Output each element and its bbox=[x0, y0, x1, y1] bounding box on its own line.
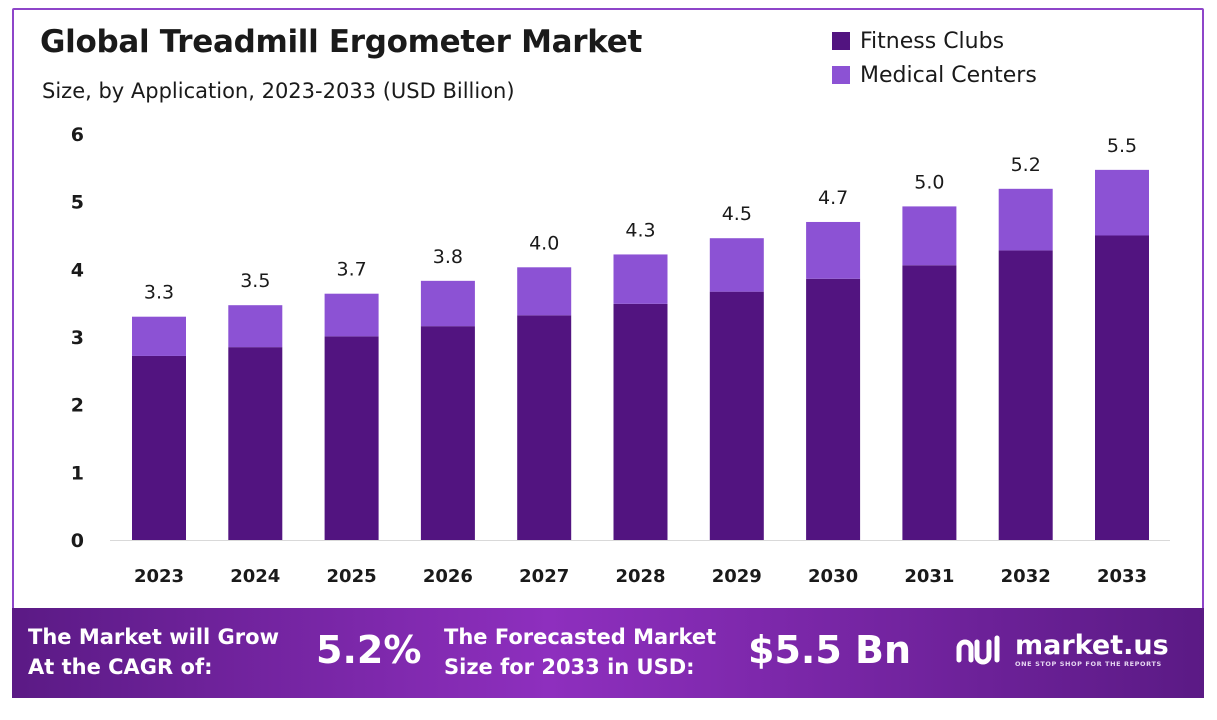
x-tick-label: 2031 bbox=[904, 566, 954, 587]
forecast-label: The Forecasted Market Size for 2033 in U… bbox=[444, 622, 716, 682]
x-tick-label: 2030 bbox=[808, 566, 858, 587]
bar-medical-centers bbox=[806, 221, 861, 279]
data-label-total: 3.3 bbox=[144, 282, 174, 304]
data-label-total: 5.5 bbox=[1107, 135, 1137, 157]
legend-item-fitness-clubs: Fitness Clubs bbox=[832, 24, 1037, 58]
data-label-total: 3.8 bbox=[433, 246, 463, 268]
x-tick-label: 2032 bbox=[1001, 566, 1051, 587]
x-tick-label: 2025 bbox=[327, 566, 377, 587]
x-tick-label: 2027 bbox=[519, 566, 569, 587]
data-label-total: 3.5 bbox=[240, 270, 270, 292]
bar-medical-centers bbox=[324, 293, 379, 337]
bar-fitness-clubs bbox=[228, 347, 283, 540]
bar-fitness-clubs bbox=[613, 303, 668, 540]
x-tick-label: 2023 bbox=[134, 566, 184, 587]
market-us-logo-icon bbox=[956, 635, 1000, 665]
y-tick-label: 2 bbox=[71, 395, 84, 417]
cagr-label-line1: The Market will Grow bbox=[28, 625, 279, 649]
cagr-value: 5.2% bbox=[316, 628, 422, 672]
chart-subtitle: Size, by Application, 2023-2033 (USD Bil… bbox=[42, 79, 515, 103]
bar-fitness-clubs bbox=[324, 336, 379, 540]
y-tick-label: 3 bbox=[71, 327, 84, 349]
summary-banner: The Market will Grow At the CAGR of: 5.2… bbox=[12, 608, 1204, 698]
x-tick-label: 2024 bbox=[230, 566, 280, 587]
forecast-label-line1: The Forecasted Market bbox=[444, 625, 717, 649]
data-label-total: 4.3 bbox=[625, 219, 655, 241]
legend-swatch-medical-centers bbox=[832, 66, 850, 84]
chart-title: Global Treadmill Ergometer Market bbox=[40, 24, 643, 60]
bar-fitness-clubs bbox=[806, 278, 861, 540]
cagr-label-line2: At the CAGR of: bbox=[28, 655, 213, 679]
data-label-total: 4.5 bbox=[722, 203, 752, 225]
legend-label-medical-centers: Medical Centers bbox=[860, 62, 1037, 88]
legend: Fitness Clubs Medical Centers bbox=[832, 24, 1037, 92]
bar-fitness-clubs bbox=[420, 326, 475, 540]
bar-medical-centers bbox=[998, 188, 1053, 251]
bar-medical-centers bbox=[420, 280, 475, 327]
forecast-label-line2: Size for 2033 in USD: bbox=[444, 655, 695, 679]
data-label-total: 5.2 bbox=[1011, 154, 1041, 176]
y-tick-label: 4 bbox=[71, 259, 84, 281]
logo-tagline: ONE STOP SHOP FOR THE REPORTS bbox=[1015, 660, 1162, 668]
legend-item-medical-centers: Medical Centers bbox=[832, 58, 1037, 92]
x-tick-label: 2026 bbox=[423, 566, 473, 587]
bar-fitness-clubs bbox=[517, 315, 572, 540]
data-label-total: 4.7 bbox=[818, 187, 848, 209]
market-us-logo: market.us ONE STOP SHOP FOR THE REPORTS bbox=[955, 630, 1169, 670]
bar-medical-centers bbox=[709, 238, 764, 292]
bar-fitness-clubs bbox=[709, 291, 764, 540]
data-label-total: 3.7 bbox=[336, 259, 366, 281]
data-label-total: 5.0 bbox=[914, 171, 944, 193]
data-label-total: 4.0 bbox=[529, 232, 559, 254]
bar-fitness-clubs bbox=[1095, 235, 1149, 540]
bar-fitness-clubs bbox=[902, 265, 957, 540]
y-tick-label: 6 bbox=[71, 124, 84, 146]
legend-label-fitness-clubs: Fitness Clubs bbox=[860, 28, 1005, 54]
legend-swatch-fitness-clubs bbox=[832, 32, 850, 50]
bar-medical-centers bbox=[613, 254, 668, 304]
cagr-label: The Market will Grow At the CAGR of: bbox=[28, 622, 279, 682]
bar-medical-centers bbox=[517, 267, 572, 316]
bar-medical-centers bbox=[1095, 169, 1149, 236]
y-tick-label: 0 bbox=[71, 530, 84, 552]
bar-fitness-clubs bbox=[132, 355, 186, 540]
logo-name: market.us bbox=[1015, 630, 1169, 661]
y-tick-label: 1 bbox=[71, 462, 84, 484]
bar-medical-centers bbox=[902, 206, 957, 266]
x-tick-label: 2028 bbox=[615, 566, 665, 587]
x-tick-label: 2029 bbox=[712, 566, 762, 587]
bar-medical-centers bbox=[228, 305, 283, 348]
x-tick-label: 2033 bbox=[1097, 566, 1147, 587]
bar-medical-centers bbox=[132, 316, 186, 356]
y-tick-label: 5 bbox=[71, 192, 84, 214]
bar-fitness-clubs bbox=[998, 250, 1053, 541]
forecast-value: $5.5 Bn bbox=[748, 628, 912, 672]
bar-chart: 0 1 2 3 4 5 6 3.3 2023 3.5 2024 3.7 2025 3.8 2026 4.0 20… bbox=[71, 124, 1170, 587]
